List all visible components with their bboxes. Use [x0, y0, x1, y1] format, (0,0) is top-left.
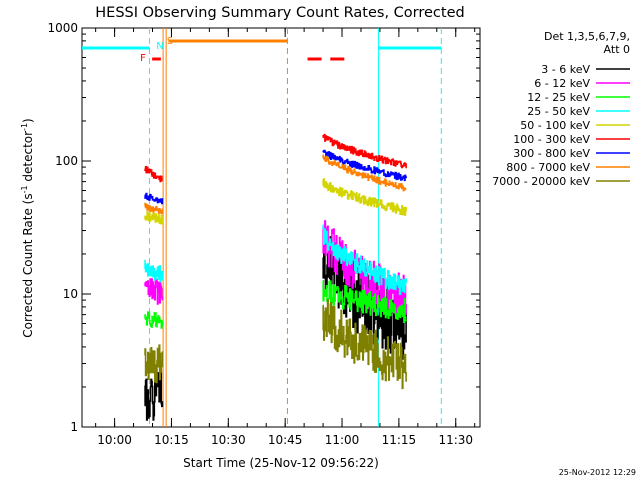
- legend-label: 3 - 6 keV: [541, 63, 590, 76]
- x-tick-label: 10:15: [154, 433, 189, 447]
- series-line: [322, 178, 407, 216]
- legend-label: 300 - 800 keV: [513, 147, 590, 160]
- interval-markers: [82, 28, 442, 427]
- x-tick-label: 10:30: [211, 433, 246, 447]
- legend-label: 25 - 50 keV: [527, 105, 590, 118]
- y-tick-label: 10: [63, 287, 78, 301]
- series-line: [322, 224, 407, 296]
- series-line: [322, 149, 407, 182]
- legend-header-detectors: Det 1,3,5,6,7,9,: [544, 30, 630, 43]
- y-tick-labels: 1 10 100 1000: [47, 21, 78, 434]
- plot-frame: [81, 27, 481, 428]
- x-tick-label: 11:15: [382, 433, 417, 447]
- legend-header-attenuator: Att 0: [604, 43, 630, 56]
- saa-flag-label: S: [167, 36, 173, 47]
- y-tick-label: 1000: [47, 21, 78, 35]
- data-series: [144, 133, 407, 421]
- y-axis-label-sup2: -1: [20, 123, 29, 131]
- series-line: [144, 192, 164, 205]
- series-line: [144, 166, 163, 183]
- flare-flag-label: F: [140, 53, 146, 64]
- series-line: [322, 133, 407, 169]
- y-axis-label-end: ): [21, 118, 35, 123]
- y-axis-label-main: Corrected Count Rate (s: [21, 193, 35, 337]
- series-line: [144, 210, 164, 225]
- x-tick-label: 11:30: [438, 433, 473, 447]
- x-tick-label: 11:00: [325, 433, 360, 447]
- series-line: [144, 344, 164, 384]
- flag-labels: F N S: [140, 36, 173, 64]
- x-axis-label: Start Time (25-Nov-12 09:56:22): [183, 456, 379, 470]
- legend-label: 100 - 300 keV: [513, 133, 590, 146]
- axis-ticks: [82, 27, 480, 428]
- legend-label: 7000 - 20000 keV: [492, 175, 590, 188]
- x-tick-label: 10:00: [97, 433, 132, 447]
- y-axis-label-mid: detector: [21, 131, 35, 186]
- series-line: [322, 299, 407, 390]
- generation-timestamp: 25-Nov-2012 12:29: [559, 468, 636, 477]
- legend-label: 12 - 25 keV: [527, 91, 590, 104]
- y-tick-label: 1: [70, 420, 78, 434]
- y-axis-label-sup1: -1: [20, 185, 29, 193]
- chart-title: HESSI Observing Summary Count Rates, Cor…: [95, 5, 464, 21]
- series-line: [144, 311, 164, 329]
- legend-label: 50 - 100 keV: [520, 119, 590, 132]
- series-line: [144, 202, 164, 215]
- series-line: [322, 280, 407, 323]
- y-tick-label: 100: [55, 154, 78, 168]
- x-tick-labels: 10:00 10:15 10:30 10:45 11:00 11:15 11:30: [97, 433, 473, 447]
- y-axis-label: Corrected Count Rate (s-1 detector-1): [20, 118, 35, 337]
- series-line: [322, 154, 407, 192]
- series-line: [144, 259, 164, 283]
- night-flag-label: N: [156, 41, 163, 52]
- x-tick-label: 10:45: [268, 433, 303, 447]
- legend-label: 800 - 7000 keV: [506, 161, 590, 174]
- series-line: [144, 278, 164, 305]
- series-line: [144, 370, 164, 421]
- legend-label: 6 - 12 keV: [534, 77, 590, 90]
